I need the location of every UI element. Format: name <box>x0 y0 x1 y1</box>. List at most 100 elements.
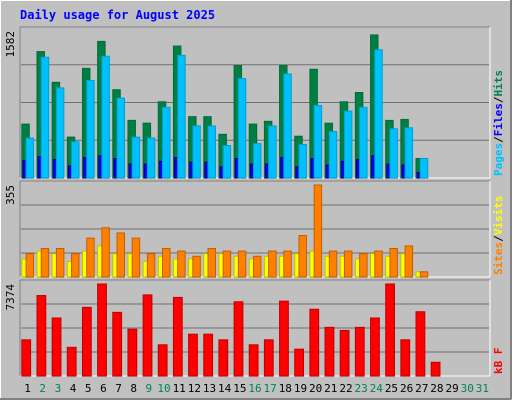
bar-kb-f-day-1 <box>21 339 32 377</box>
bar-pages-day-27 <box>419 157 429 179</box>
day-label-13: 13 <box>203 382 216 395</box>
bar-sites-day-12 <box>192 255 201 278</box>
panel-middle-ymax-label: 355 <box>4 185 17 205</box>
bar-sites-day-27 <box>419 271 429 278</box>
bar-sites-day-5 <box>86 237 95 278</box>
bar-kb-f-day-12 <box>188 333 198 377</box>
legend-sites-visits-part: Visits <box>492 196 505 236</box>
day-label-16: 16 <box>248 382 261 395</box>
legend-kbf: kB F <box>492 348 505 375</box>
bar-kb-f-day-11 <box>172 296 183 377</box>
bar-sites-day-15 <box>237 250 247 278</box>
legend-pages-files-hits-part: / <box>492 96 505 103</box>
bar-pages-day-26 <box>404 127 414 179</box>
day-label-19: 19 <box>294 382 307 395</box>
bar-pages-day-8 <box>131 136 141 179</box>
bar-sites-day-19 <box>298 235 307 278</box>
panel-bottom-ymax-label: 7374 <box>4 284 17 311</box>
legend-pages-files-hits-part: / <box>492 136 505 143</box>
day-label-18: 18 <box>279 382 292 395</box>
bar-pages-day-11 <box>177 54 186 179</box>
bar-kb-f-day-2 <box>36 295 47 377</box>
day-label-6: 6 <box>100 382 107 395</box>
day-label-4: 4 <box>70 382 77 395</box>
bar-pages-day-3 <box>55 87 65 179</box>
day-label-3: 3 <box>55 382 62 395</box>
bar-kb-f-day-24 <box>370 317 380 377</box>
bar-kb-f-day-20 <box>309 308 320 377</box>
bar-sites-day-23 <box>359 253 368 278</box>
bar-kb-f-day-26 <box>400 339 411 377</box>
bar-sites-day-8 <box>131 237 141 278</box>
legend-sites-visits-part: / <box>492 235 505 242</box>
day-label-2: 2 <box>39 382 46 395</box>
bar-kb-f-day-13 <box>203 333 214 377</box>
day-label-21: 21 <box>324 382 337 395</box>
bar-kb-f-day-3 <box>51 317 62 377</box>
bar-pages-day-15 <box>237 78 247 179</box>
bar-sites-day-26 <box>404 245 414 278</box>
bar-pages-day-25 <box>389 128 398 179</box>
bar-kb-f-day-9 <box>142 294 153 377</box>
panel-top-ymax-label: 1582 <box>4 31 17 58</box>
day-label-22: 22 <box>339 382 352 395</box>
bar-pages-day-2 <box>40 56 50 179</box>
day-label-29: 29 <box>445 382 458 395</box>
bar-sites-day-21 <box>328 250 338 278</box>
day-label-24: 24 <box>370 382 384 395</box>
legend-sites-visits: Sites/Visits <box>492 196 505 276</box>
bar-pages-day-5 <box>86 79 95 179</box>
legend-pages-files-hits-part: Pages <box>492 143 505 176</box>
panel-top: 1582 <box>4 26 491 179</box>
bar-sites-day-10 <box>162 247 171 278</box>
bar-kb-f-day-10 <box>157 344 168 377</box>
bar-sites-day-18 <box>283 250 292 278</box>
bar-pages-day-7 <box>116 97 126 179</box>
bar-kb-f-day-14 <box>218 339 229 377</box>
day-label-14: 14 <box>218 382 232 395</box>
panel-bottom: 7374 <box>4 279 491 377</box>
bar-kb-f-day-19 <box>294 348 305 377</box>
bar-pages-day-19 <box>298 144 307 179</box>
bar-sites-day-16 <box>252 255 262 278</box>
day-label-26: 26 <box>400 382 413 395</box>
bar-pages-day-13 <box>207 125 216 179</box>
bar-pages-day-23 <box>359 106 368 179</box>
day-label-1: 1 <box>24 382 31 395</box>
day-label-27: 27 <box>415 382 428 395</box>
bar-kb-f-day-17 <box>263 339 274 377</box>
day-label-20: 20 <box>309 382 322 395</box>
legend-pages-files-hits-part: Files <box>492 103 505 136</box>
day-label-17: 17 <box>264 382 277 395</box>
legend-kbf-part: kB F <box>492 348 505 375</box>
bar-sites-day-24 <box>374 250 383 278</box>
day-label-7: 7 <box>115 382 122 395</box>
day-label-28: 28 <box>430 382 443 395</box>
bar-sites-day-1 <box>25 253 35 278</box>
bar-kb-f-day-28 <box>430 361 441 377</box>
bar-pages-day-16 <box>252 143 262 179</box>
day-label-31: 31 <box>476 382 489 395</box>
bar-pages-day-4 <box>71 141 80 179</box>
day-label-12: 12 <box>188 382 201 395</box>
bar-sites-day-2 <box>40 247 50 278</box>
bar-sites-day-13 <box>207 247 216 278</box>
legend-pages-files-hits: Pages/Files/Hits <box>492 70 505 176</box>
day-label-23: 23 <box>355 382 368 395</box>
bar-sites-day-17 <box>268 250 277 278</box>
bar-kb-f-day-27 <box>415 311 426 377</box>
bar-kb-f-day-18 <box>279 300 289 377</box>
day-label-8: 8 <box>130 382 137 395</box>
bar-pages-day-10 <box>162 106 171 179</box>
bar-sites-day-6 <box>101 227 110 278</box>
legend-pages-files-hits-part: Hits <box>492 70 505 97</box>
day-label-10: 10 <box>157 382 170 395</box>
bar-kb-f-day-16 <box>248 344 259 377</box>
day-label-5: 5 <box>85 382 92 395</box>
bar-sites-day-7 <box>116 232 126 278</box>
bar-pages-day-18 <box>283 73 292 179</box>
panel-middle: 355 <box>4 180 491 278</box>
